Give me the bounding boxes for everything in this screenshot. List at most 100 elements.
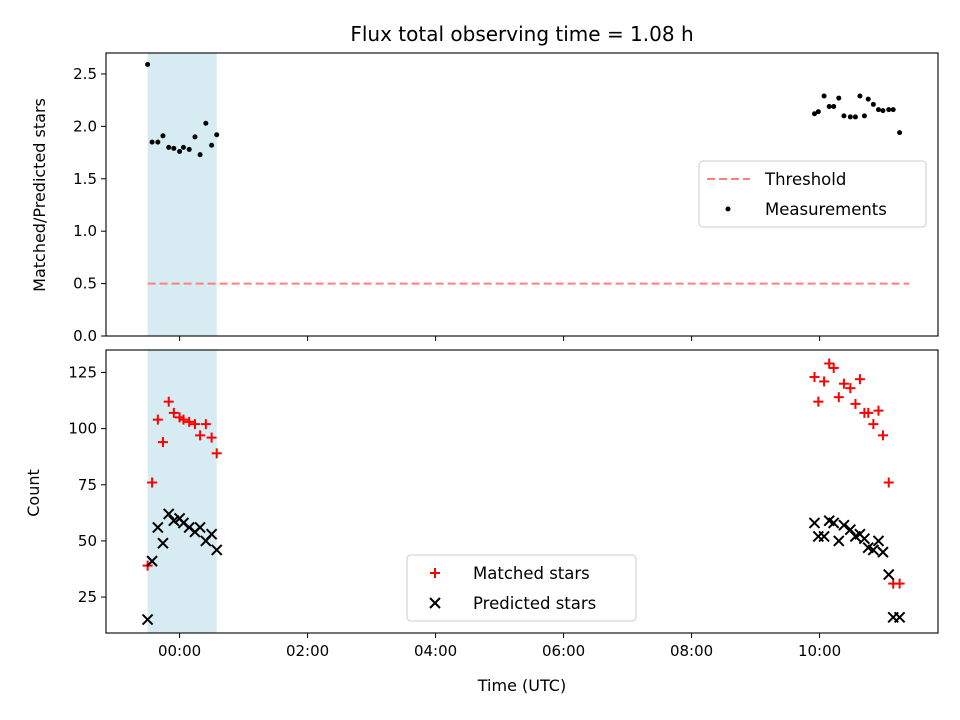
ratio-y-tick-label: 0.0: [73, 327, 97, 345]
predicted-stars-point: [818, 530, 830, 543]
predicted-stars-point-b: [844, 523, 857, 536]
count-plot-marks: [141, 350, 906, 633]
predicted-stars-point-b: [163, 508, 175, 520]
predicted-stars-point-b: [141, 613, 154, 626]
predicted-stars-point: [883, 568, 895, 581]
measurements-point: [155, 139, 161, 145]
measurements-legend-label: Measurements: [765, 200, 887, 219]
predicted-stars-point-b: [152, 521, 164, 534]
count-x-tick-label: 00:00: [158, 642, 201, 660]
predicted-stars-point: [838, 519, 850, 531]
ratio-y-tick-label: 2.5: [73, 65, 97, 83]
matched-stars-point: [195, 430, 206, 441]
count-plot-frame: [105, 349, 939, 634]
predicted-stars-point-b: [833, 535, 845, 547]
measurements-point: [203, 120, 209, 126]
predicted-stars-point: [146, 555, 158, 567]
ratio-observing-window-shade: [147, 53, 217, 336]
matched-stars-point: [877, 430, 888, 441]
matched-stars-point: [894, 578, 905, 589]
predicted-stars-point: [833, 535, 845, 547]
matched-stars-point: [809, 371, 820, 382]
predicted-stars-point-b: [877, 546, 889, 558]
predicted-stars-point-b: [818, 530, 830, 543]
measurements-point: [821, 93, 827, 99]
predicted-stars-point: [872, 535, 885, 547]
count-y-axis-label: Count: [24, 469, 43, 517]
measurements-point: [149, 139, 155, 145]
predicted-stars-point-b: [183, 521, 195, 534]
matched-stars-point: [211, 448, 222, 459]
predicted-stars-point-b: [177, 517, 190, 529]
predicted-stars-point: [152, 521, 164, 534]
measurements-point: [880, 108, 886, 114]
matched-stars-point: [873, 405, 884, 416]
matched-stars-point: [189, 419, 200, 430]
predicted-stars-point-b: [808, 517, 821, 529]
measurements-point: [836, 95, 842, 101]
matched-stars-point: [168, 407, 179, 418]
measurements-point: [166, 144, 172, 150]
measurements-point: [847, 114, 853, 120]
predicted-stars-point-b: [867, 544, 880, 556]
predicted-stars-point-b: [205, 528, 218, 540]
matched-stars-point: [178, 414, 189, 425]
ratio-legend-box: [698, 160, 927, 228]
predicted-stars-point-b: [827, 517, 840, 529]
count-y-tick-label: 25: [78, 588, 97, 606]
predicted-stars-point: [858, 532, 871, 545]
ratio-panel: 0.0 0.5 1.0 1.5 2.0 2.5 Matched/Predicted sta…: [30, 52, 939, 345]
predicted-stars-legend-swatch: [429, 597, 441, 609]
matched-stars-point: [838, 378, 849, 389]
count-x-tick-label: 04:00: [414, 642, 457, 660]
measurements-point: [831, 103, 837, 109]
measurements-point: [875, 107, 881, 113]
measurements-point: [214, 132, 220, 138]
count-axes: 25 50 75 100 125 00:00 02:00 04:00 06:00 08:00 10:…: [68, 363, 841, 660]
matched-stars-legend-swatch: [430, 568, 440, 578]
x-axis-label: Time (UTC): [477, 676, 566, 695]
measurements-point: [197, 152, 203, 158]
predicted-stars-point: [867, 544, 880, 556]
matched-stars-point: [163, 396, 174, 407]
ratio-y-tick-label: 1.5: [73, 170, 97, 188]
ratio-y-tick-label: 1.0: [73, 222, 97, 240]
measurements-point: [145, 62, 151, 68]
count-legend: Matched stars Predicted stars: [406, 554, 637, 622]
count-x-tick-label: 08:00: [670, 642, 713, 660]
measurements-point: [865, 96, 871, 102]
predicted-stars-point-b: [858, 532, 871, 545]
measurements-point: [897, 130, 903, 136]
measurements-point: [890, 107, 896, 113]
count-legend-box: [406, 554, 637, 622]
measurements-point: [160, 133, 166, 139]
matched-stars-point: [833, 392, 844, 403]
count-panel: 25 50 75 100 125 00:00 02:00 04:00 06:00 08:00 10:…: [24, 349, 939, 695]
matched-stars-point: [152, 414, 163, 425]
count-x-tick-label: 10:00: [798, 642, 841, 660]
predicted-stars-point-b: [893, 611, 906, 623]
matched-stars-point: [854, 374, 865, 385]
matched-stars-point: [184, 416, 195, 427]
predicted-stars-point: [844, 523, 857, 536]
predicted-stars-point: [194, 521, 206, 534]
predicted-stars-point-b: [146, 555, 158, 567]
matched-stars-point: [819, 376, 830, 387]
ratio-y-tick-label: 0.5: [73, 275, 97, 293]
matched-stars-point: [868, 419, 879, 430]
matched-stars-point: [813, 396, 824, 407]
threshold-legend-label: Threshold: [764, 170, 846, 189]
ratio-plot-marks: [145, 53, 910, 336]
matched-stars-point: [157, 437, 168, 448]
matched-stars-point: [147, 477, 158, 488]
predicted-stars-point: [893, 611, 906, 623]
count-x-tick-label: 02:00: [286, 642, 329, 660]
ratio-axes: 0.0 0.5 1.0 1.5 2.0 2.5: [73, 65, 821, 345]
matched-stars-point: [883, 477, 894, 488]
measurements-point: [826, 103, 832, 109]
measurements-point: [886, 107, 892, 113]
measurements-point: [811, 111, 817, 117]
predicted-stars-point: [211, 544, 223, 556]
predicted-stars-point-b: [823, 514, 835, 527]
